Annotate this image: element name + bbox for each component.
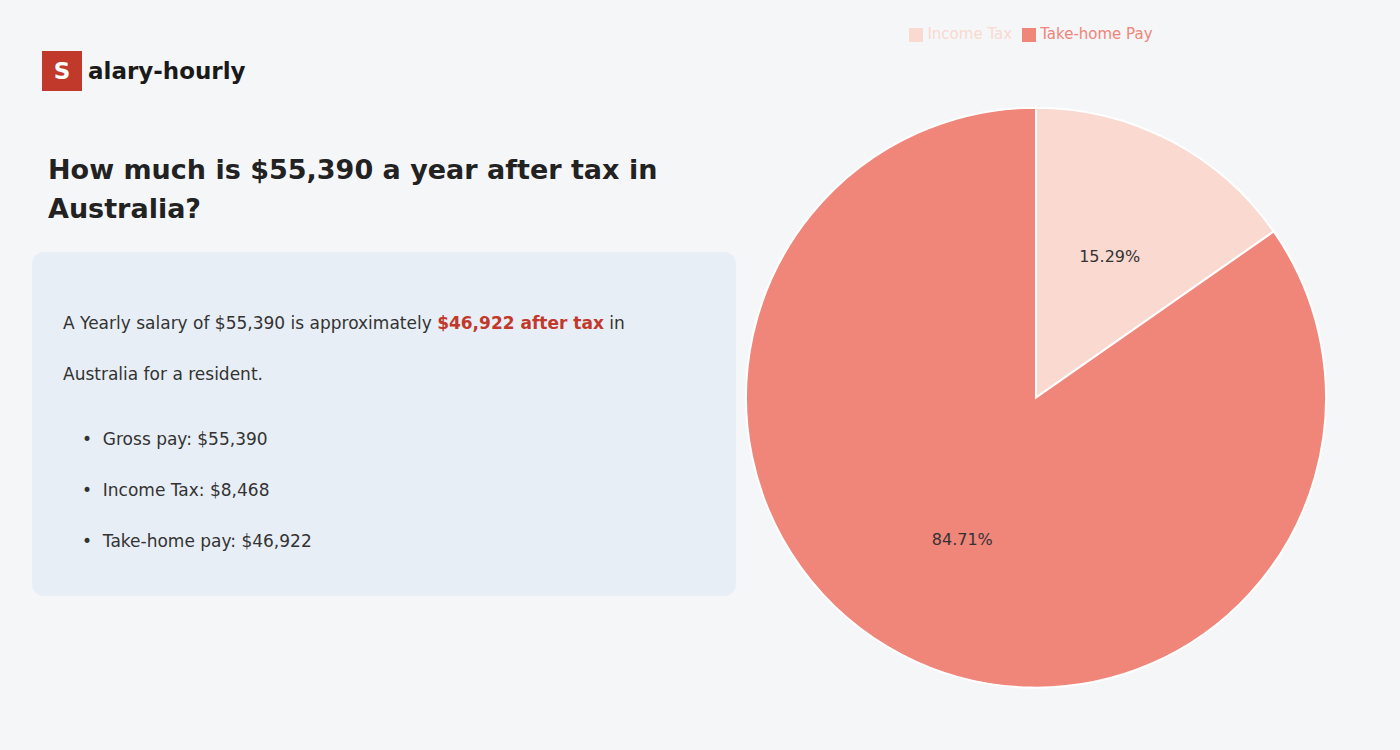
html-text:Income Tax: Income Tax (927, 25, 1013, 43)
html-text:How much is $55,390 a year aft: How much is $55,390 a year after tax in … (48, 154, 658, 225)
html-text:alary-hourly: alary-hourly (88, 58, 246, 84)
svg-text:84.71%: 84.71% (932, 530, 993, 549)
html-text:• Take-home pay: $46,922: • Take-home pay: $46,922 (82, 531, 312, 551)
html-text:• Income Tax: $8,468: • Income Tax: $8,468 (82, 480, 270, 500)
svg-text:15.29%: 15.29% (1079, 247, 1140, 266)
html-text:S: S (53, 58, 71, 84)
html-text:Take-home Pay: Take-home Pay (1040, 25, 1153, 43)
html-text:A Yearly salary of $55,390 is: A Yearly salary of $55,390 is approximat… (63, 313, 625, 333)
html-text:• Gross pay: $55,390: • Gross pay: $55,390 (82, 429, 268, 449)
html-text:Australia for a resident.: Australia for a resident. (63, 364, 263, 384)
